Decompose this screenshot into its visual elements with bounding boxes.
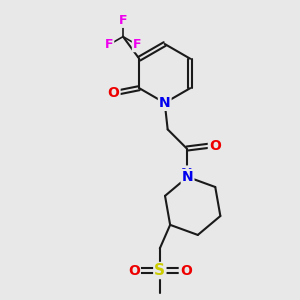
Text: O: O [209,139,221,153]
Text: O: O [180,263,192,278]
Text: S: S [154,263,165,278]
Text: F: F [133,38,141,51]
Text: F: F [119,14,127,27]
Text: N: N [159,96,170,110]
Text: O: O [128,263,140,278]
Text: N: N [181,167,193,181]
Text: N: N [182,170,194,184]
Text: F: F [105,38,113,51]
Text: O: O [108,85,119,100]
